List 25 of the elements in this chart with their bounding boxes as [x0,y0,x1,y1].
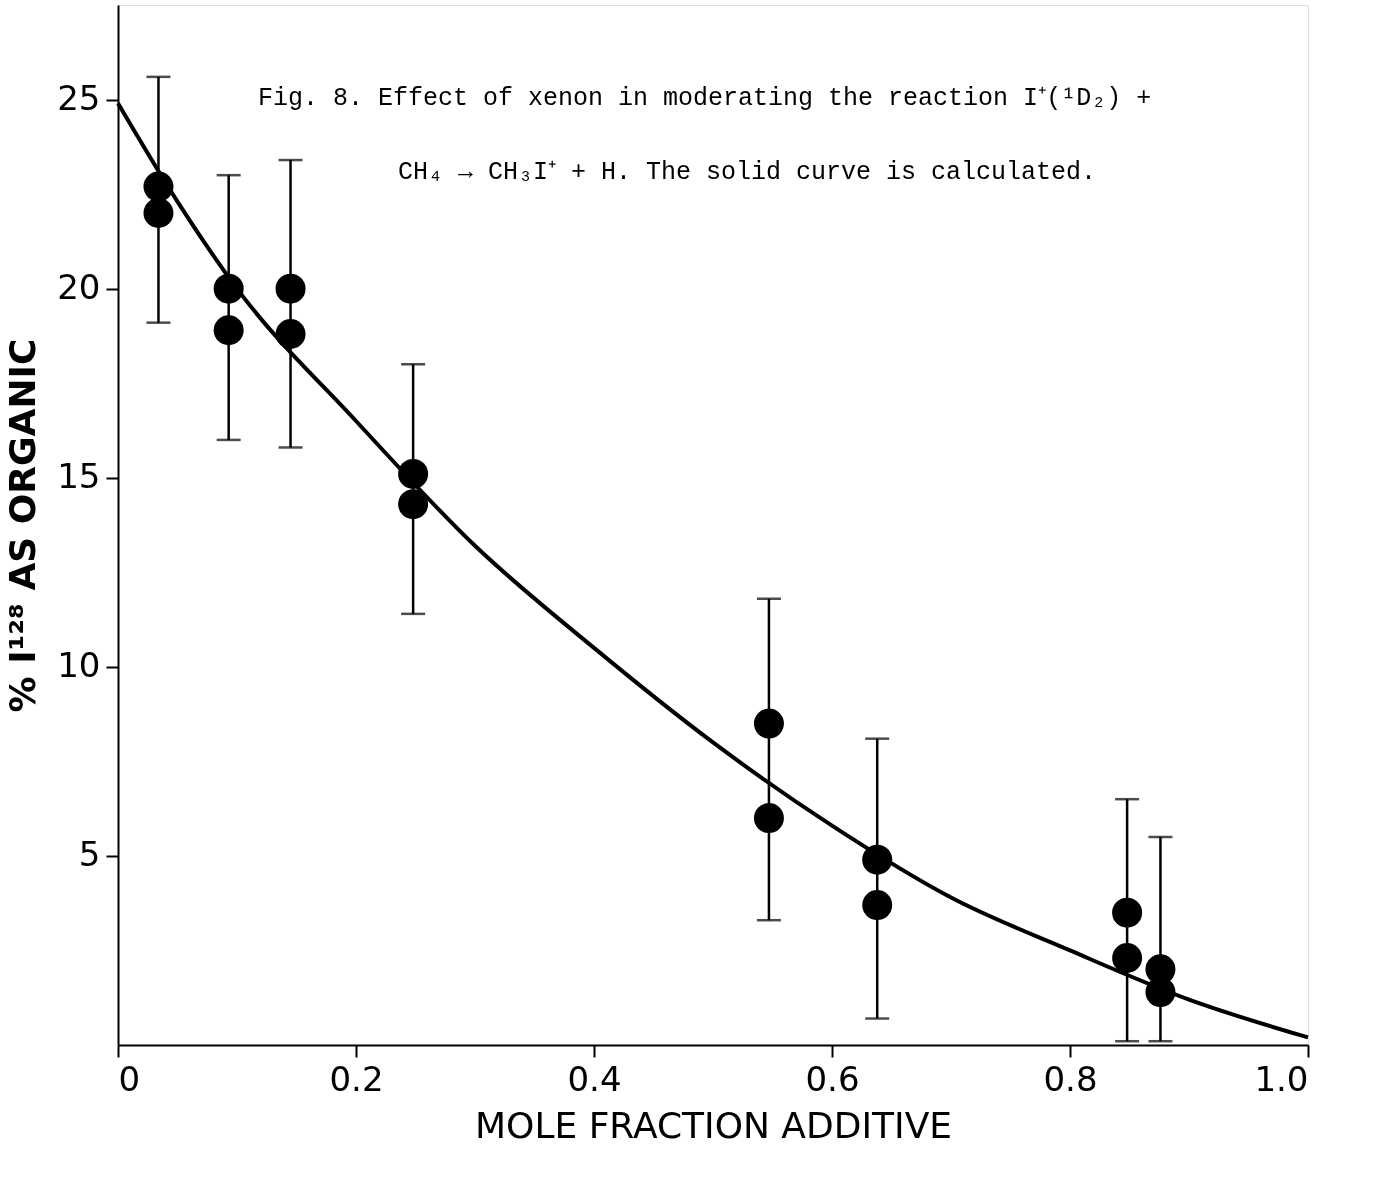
point [398,489,429,520]
y-axis-title: % I¹²⁸ AS ORGANIC [2,338,44,713]
point [275,319,306,349]
x-tick-label: 0.2 [329,1058,384,1099]
point [862,890,893,921]
y-tick-label: 25 [57,78,101,119]
x-tick-label: 0.6 [805,1058,860,1099]
x-axis-title: MOLE FRACTION ADDITIVE [474,1104,953,1146]
y-tick-label: 5 [78,834,101,875]
y-tick-label: 15 [57,456,101,497]
point [1112,897,1143,928]
y-tick-label: 10 [57,645,101,686]
y-tick-label: 20 [57,267,101,308]
point [753,803,784,834]
point [143,198,174,228]
x-tick-label: 0.8 [1043,1058,1098,1099]
x-tick-label: 1.0 [1254,1058,1309,1099]
point [1112,943,1143,973]
point [753,708,784,739]
annotation: Fig. 8. Effect of xenon in moderating the reaction I⁺(¹D₂) + [258,84,1152,113]
point [213,315,244,346]
point [275,273,306,304]
x-tick-label: 0 [118,1058,141,1099]
annotation: CH₄ → CH₃I⁺ + H. The solid curve is calculated. [398,158,1097,187]
x-tick-label: 0.4 [567,1058,622,1099]
